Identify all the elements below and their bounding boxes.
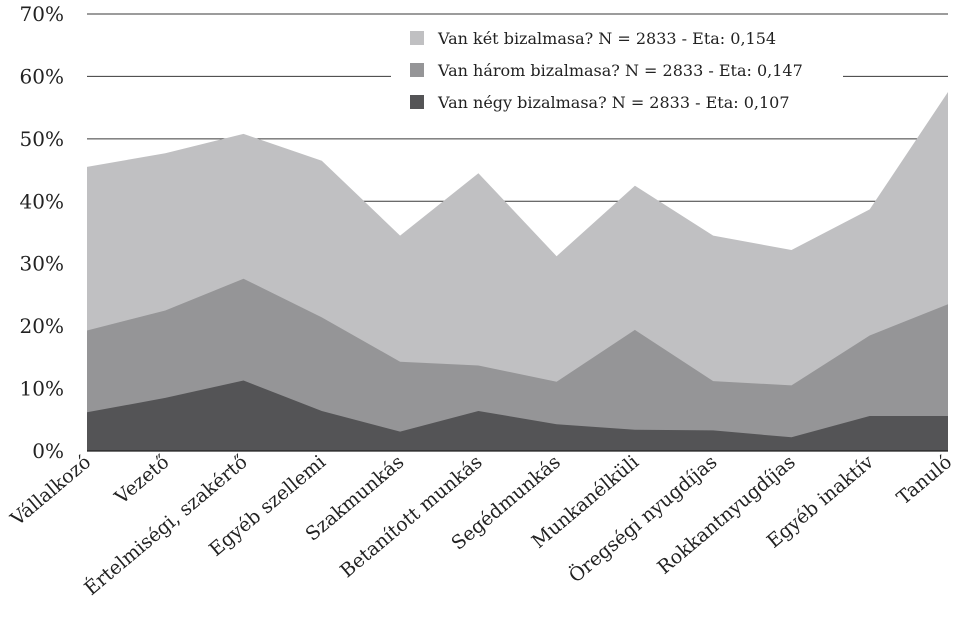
y-tick-label: 20% [20,314,64,338]
legend-entry: Van három bizalmasa? N = 2833 - Eta: 0,1… [437,61,803,80]
y-tick-label: 50% [20,127,64,151]
y-tick-label: 10% [20,377,64,401]
y-tick-label: 30% [20,252,64,276]
y-tick-labels: 0% 10% 20% 30% 40% 50% 60% 70% [20,2,64,463]
x-tick-label: Vezető [110,451,174,509]
legend-background [391,15,843,111]
y-tick-label: 40% [20,189,64,213]
y-tick-label: 70% [20,2,64,26]
x-tick-label: Rokkantnyugdíjas [653,451,799,579]
series-areas [86,91,949,451]
legend-swatch [410,31,424,45]
legend-entry: Van négy bizalmasa? N = 2833 - Eta: 0,10… [437,93,790,112]
y-tick-label: 60% [20,64,64,88]
y-tick-label: 0% [32,439,64,463]
x-tick-label: Betanított munkás [336,451,486,582]
legend-swatch [410,95,424,109]
series-area-3 [87,380,948,451]
legend: Van két bizalmasa? N = 2833 - Eta: 0,154… [391,15,843,112]
x-tick-label: Öregségi nyugdíjas [564,450,721,587]
x-tick-label: Tanuló [893,451,957,509]
legend-entry: Van két bizalmasa? N = 2833 - Eta: 0,154 [437,29,776,48]
legend-swatch [410,63,424,77]
